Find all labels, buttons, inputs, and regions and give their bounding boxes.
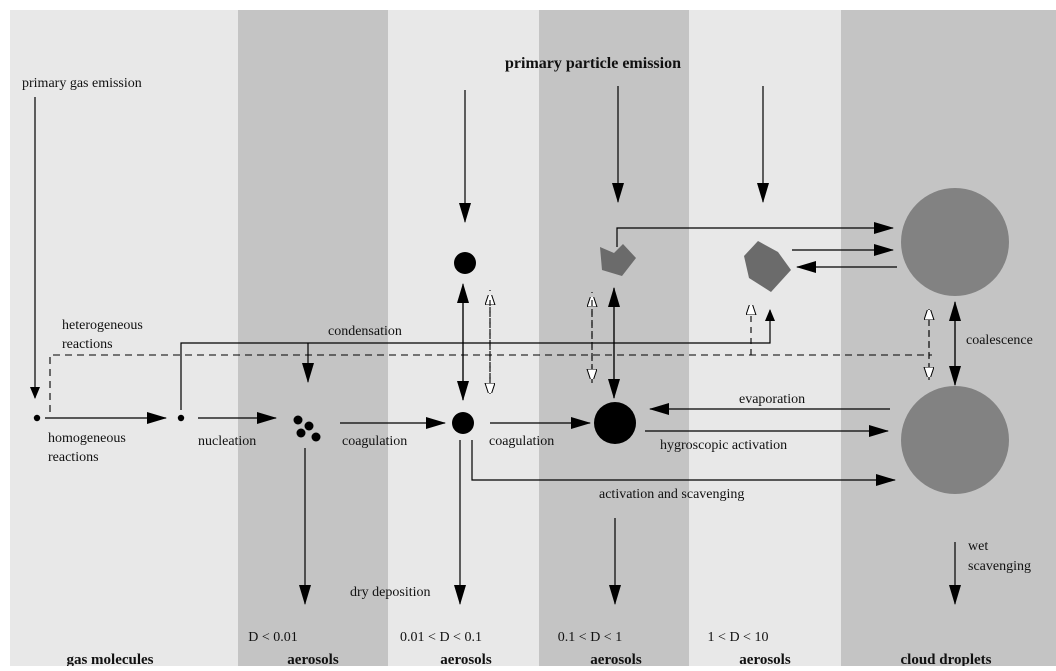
label-coagulation-1: coagulation <box>342 434 407 449</box>
diagram-title: primary particle emission <box>505 55 681 72</box>
label-wet-scavenging-1: wet <box>968 539 988 554</box>
column-name-aerosols-d001: aerosols <box>287 652 339 666</box>
particle-aitken-bottom <box>452 412 474 434</box>
column-name-aerosols-d1: aerosols <box>590 652 642 666</box>
label-heterogeneous-2: reactions <box>62 337 113 352</box>
particle-accumulation <box>594 402 636 444</box>
column-name-aerosols-d10: aerosols <box>739 652 791 666</box>
column-size-d1: 0.1 < D < 1 <box>558 630 622 645</box>
band-cloud-droplets <box>841 10 1056 666</box>
label-primary-gas-emission: primary gas emission <box>22 76 142 91</box>
line-condensation <box>180 309 775 410</box>
label-homogeneous-2: reactions <box>48 450 99 465</box>
particle-gas-molecule-1 <box>33 414 41 422</box>
column-name-cloud-droplets: cloud droplets <box>901 652 992 666</box>
cloud-droplet-bottom <box>901 386 1009 494</box>
line-heterogeneous-reactions <box>49 354 932 412</box>
band-gas-molecules <box>10 10 238 666</box>
column-size-d001: D < 0.01 <box>248 630 298 645</box>
arrow-medium-to-droplet <box>616 222 894 247</box>
column-name-gas-molecules: gas molecules <box>66 652 153 666</box>
label-hygroscopic-activation: hygroscopic activation <box>660 438 787 453</box>
label-coagulation-2: coagulation <box>489 434 554 449</box>
column-size-d01: 0.01 < D < 0.1 <box>400 630 482 645</box>
particle-irregular-large <box>744 241 791 292</box>
label-evaporation: evaporation <box>739 392 805 407</box>
label-wet-scavenging-2: scavenging <box>968 559 1031 574</box>
band-aerosols-d001 <box>238 10 388 666</box>
label-activation-and-scavenging: activation and scavenging <box>599 487 744 502</box>
band-aerosols-d10 <box>689 10 841 666</box>
column-size-d10: 1 < D < 10 <box>708 630 769 645</box>
label-nucleation: nucleation <box>198 434 256 449</box>
cloud-droplet-top <box>901 188 1009 296</box>
arrow-activation-and-scavenging <box>471 440 896 486</box>
particle-cluster-nucleation <box>293 415 321 442</box>
label-dry-deposition: dry deposition <box>350 585 431 600</box>
particle-gas-molecule-2 <box>177 414 185 422</box>
label-condensation: condensation <box>328 324 402 339</box>
label-homogeneous-1: homogeneous <box>48 431 126 446</box>
particle-aitken-top <box>454 252 476 274</box>
particle-irregular-medium <box>600 244 636 276</box>
label-coalescence: coalescence <box>966 333 1033 348</box>
label-heterogeneous-1: heterogeneous <box>62 318 143 333</box>
column-name-aerosols-d01: aerosols <box>440 652 492 666</box>
